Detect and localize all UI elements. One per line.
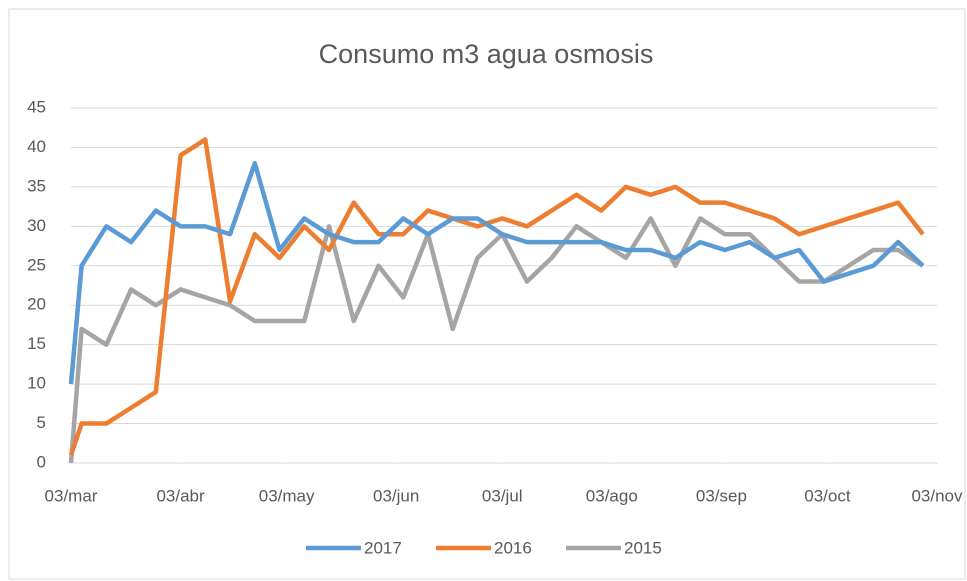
x-tick-label: 03/mar bbox=[45, 486, 98, 505]
x-tick-label: 03/jun bbox=[373, 486, 419, 505]
series-line bbox=[68, 137, 925, 456]
y-tick-label: 0 bbox=[37, 452, 46, 471]
chart-title: Consumo m3 agua osmosis bbox=[319, 39, 654, 69]
y-tick-label: 10 bbox=[27, 374, 46, 393]
x-tick-label: 03/ago bbox=[586, 486, 638, 505]
y-tick-label: 45 bbox=[27, 97, 46, 116]
y-tick-label: 35 bbox=[27, 176, 46, 195]
y-tick-label: 5 bbox=[37, 413, 46, 432]
x-tick-label: 03/jul bbox=[482, 486, 523, 505]
legend-label: 2015 bbox=[624, 538, 662, 557]
legend-label: 2016 bbox=[494, 538, 532, 557]
x-tick-label: 03/oct bbox=[804, 486, 851, 505]
y-tick-label: 25 bbox=[27, 255, 46, 274]
y-tick-label: 40 bbox=[27, 137, 46, 156]
legend-label: 2017 bbox=[364, 538, 402, 557]
series-line bbox=[68, 216, 925, 464]
y-tick-label: 15 bbox=[27, 334, 46, 353]
y-tick-label: 30 bbox=[27, 216, 46, 235]
x-tick-label: 03/may bbox=[259, 486, 315, 505]
x-tick-label: 03/nov bbox=[911, 486, 963, 505]
y-tick-label: 20 bbox=[27, 295, 46, 314]
x-tick-label: 03/abr bbox=[156, 486, 205, 505]
series-line bbox=[68, 160, 925, 385]
x-tick-label: 03/sep bbox=[696, 486, 747, 505]
